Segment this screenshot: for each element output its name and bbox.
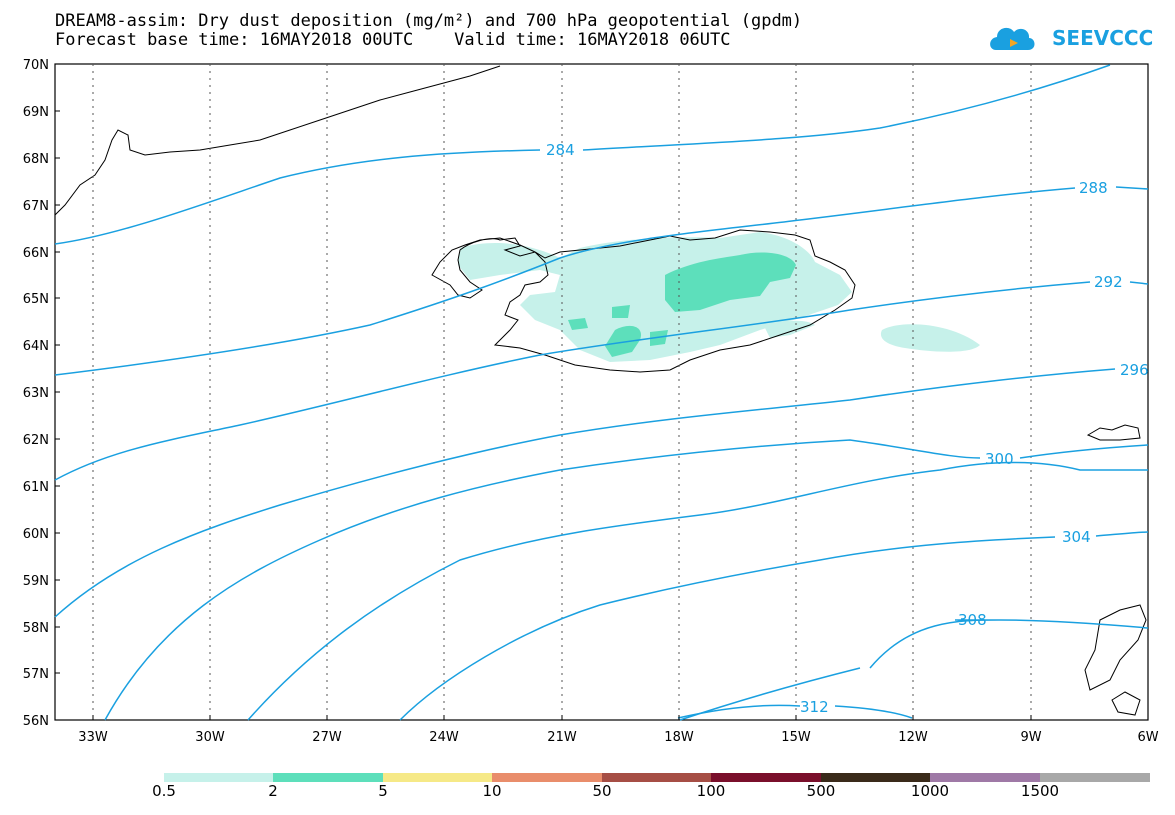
dust-deposition-shading	[458, 232, 980, 362]
lat-label: 60N	[23, 527, 49, 542]
coastlines	[54, 65, 1147, 716]
lon-label: 18W	[664, 730, 694, 745]
lon-label: 15W	[781, 730, 811, 745]
lat-label: 57N	[23, 667, 49, 682]
legend-swatch	[711, 773, 821, 782]
geopotential-contours	[54, 64, 1149, 721]
legend-label: 100	[696, 782, 726, 800]
lon-label: 30W	[195, 730, 225, 745]
legend-label: 50	[592, 782, 612, 800]
lon-label: 33W	[78, 730, 108, 745]
lat-label: 63N	[23, 386, 49, 401]
map-title-line1: DREAM8-assim: Dry dust deposition (mg/m²…	[55, 11, 803, 31]
contour-labels: 284 288 292 296 300 304 308 312	[546, 141, 1149, 716]
plot-frame	[54, 63, 1149, 721]
legend-label: 1000	[910, 782, 950, 800]
contour-label-308: 308	[958, 611, 987, 629]
legend-swatch	[164, 773, 273, 782]
legend-label: 0.5	[152, 782, 176, 800]
legend-label: 10	[482, 782, 502, 800]
lat-label: 59N	[23, 574, 49, 589]
lat-label: 67N	[23, 199, 49, 214]
lon-label: 12W	[898, 730, 928, 745]
legend-swatch	[492, 773, 602, 782]
contour-label-292: 292	[1094, 273, 1123, 291]
legend-label: 500	[806, 782, 836, 800]
contour-label-284: 284	[546, 141, 575, 159]
contour-label-288: 288	[1079, 179, 1108, 197]
legend-label: 5	[378, 782, 388, 800]
lat-label: 58N	[23, 621, 49, 636]
lon-label: 6W	[1137, 730, 1158, 745]
lon-label: 24W	[429, 730, 459, 745]
lat-label: 66N	[23, 246, 49, 261]
legend-swatch	[930, 773, 1040, 782]
lat-lon-gridlines	[92, 64, 1032, 720]
lat-label: 64N	[23, 339, 49, 354]
contour-label-296: 296	[1120, 361, 1149, 379]
cloud-logo-icon	[990, 27, 1035, 50]
longitude-axis: 33W 30W 27W 24W 21W 18W 15W 12W 9W 6W	[78, 715, 1159, 745]
legend-swatch	[1040, 773, 1150, 782]
legend-label: 2	[268, 782, 278, 800]
contour-label-304: 304	[1062, 528, 1091, 546]
logo-text: SEEVCCC	[1052, 26, 1154, 50]
legend-swatch	[821, 773, 930, 782]
legend-swatch	[273, 773, 383, 782]
lon-label: 9W	[1020, 730, 1041, 745]
latitude-axis: 70N 69N 68N 67N 66N 65N 64N 63N 62N 61N …	[23, 58, 60, 729]
lon-label: 27W	[312, 730, 342, 745]
legend-label: 1500	[1020, 782, 1060, 800]
contour-label-312: 312	[800, 698, 829, 716]
lat-label: 70N	[23, 58, 49, 73]
lat-label: 56N	[23, 714, 49, 729]
lat-label: 69N	[23, 105, 49, 120]
lat-label: 65N	[23, 292, 49, 307]
contour-label-300: 300	[985, 450, 1014, 468]
map-title-line2: Forecast base time: 16MAY2018 00UTC Vali…	[55, 30, 731, 50]
lon-label: 21W	[547, 730, 577, 745]
legend-swatch	[383, 773, 492, 782]
lat-label: 62N	[23, 433, 49, 448]
legend-swatch	[602, 773, 711, 782]
lat-label: 61N	[23, 480, 49, 495]
lat-label: 68N	[23, 152, 49, 167]
